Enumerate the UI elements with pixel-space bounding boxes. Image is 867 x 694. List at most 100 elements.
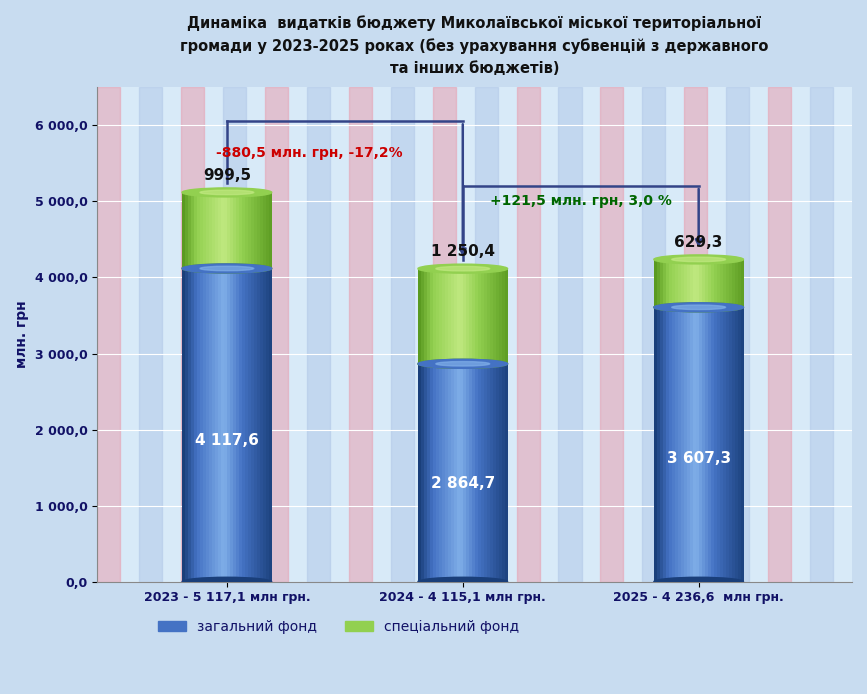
Bar	[714, 307, 717, 582]
Ellipse shape	[436, 266, 490, 271]
Bar	[469, 364, 472, 582]
Bar	[466, 269, 469, 364]
Ellipse shape	[654, 303, 744, 312]
Bar	[505, 269, 508, 364]
Bar	[740, 307, 744, 582]
Text: 629,3: 629,3	[675, 235, 723, 251]
Ellipse shape	[182, 188, 271, 197]
Bar	[206, 269, 209, 582]
Bar	[558, 87, 582, 582]
Bar	[687, 260, 690, 307]
Bar	[244, 269, 248, 582]
Ellipse shape	[654, 255, 744, 264]
Ellipse shape	[182, 264, 271, 273]
Bar	[687, 307, 690, 582]
Bar	[463, 364, 466, 582]
Text: -880,5 млн. грн, -17,2%: -880,5 млн. грн, -17,2%	[216, 146, 403, 160]
Bar	[269, 192, 272, 269]
Bar	[263, 269, 266, 582]
Bar	[418, 269, 421, 364]
Bar	[436, 364, 439, 582]
Bar	[230, 269, 233, 582]
Bar	[185, 192, 188, 269]
Bar	[265, 192, 269, 269]
Bar	[230, 192, 233, 269]
Ellipse shape	[418, 359, 507, 369]
Bar	[720, 307, 723, 582]
Bar	[421, 269, 424, 364]
Bar	[451, 269, 454, 364]
Bar	[668, 307, 672, 582]
Bar	[221, 269, 225, 582]
Bar	[223, 87, 246, 582]
Bar	[257, 192, 260, 269]
Bar	[472, 364, 475, 582]
Bar	[424, 364, 427, 582]
Bar	[678, 307, 681, 582]
Bar	[439, 364, 442, 582]
Bar	[457, 364, 460, 582]
Bar	[472, 269, 475, 364]
Bar	[391, 87, 414, 582]
Bar	[265, 269, 269, 582]
Bar	[233, 269, 236, 582]
Bar	[490, 364, 493, 582]
Bar	[654, 307, 657, 582]
Bar	[233, 192, 236, 269]
Ellipse shape	[200, 190, 254, 195]
Bar	[448, 364, 451, 582]
Bar	[242, 192, 245, 269]
Bar	[475, 364, 478, 582]
Bar	[740, 260, 744, 307]
Ellipse shape	[182, 264, 271, 273]
Bar	[445, 364, 448, 582]
Bar	[505, 364, 508, 582]
Bar	[251, 192, 254, 269]
Bar	[433, 269, 436, 364]
Bar	[672, 307, 675, 582]
Text: 3 607,3: 3 607,3	[667, 451, 731, 466]
Bar	[436, 269, 439, 364]
Bar	[684, 87, 707, 582]
Ellipse shape	[672, 305, 726, 310]
Bar	[695, 260, 699, 307]
Bar	[701, 307, 705, 582]
Bar	[236, 269, 239, 582]
Bar	[248, 192, 251, 269]
Ellipse shape	[436, 362, 490, 366]
Bar	[236, 192, 239, 269]
Ellipse shape	[672, 257, 726, 262]
Bar	[714, 260, 717, 307]
Bar	[97, 87, 121, 582]
Bar	[701, 260, 705, 307]
Bar	[433, 364, 436, 582]
Bar	[642, 87, 665, 582]
Bar	[705, 260, 707, 307]
Bar	[307, 87, 330, 582]
Bar	[457, 269, 460, 364]
Bar	[492, 364, 496, 582]
Bar	[257, 269, 260, 582]
Bar	[726, 307, 729, 582]
Bar	[672, 260, 675, 307]
Bar	[194, 269, 198, 582]
Bar	[260, 269, 263, 582]
Bar	[657, 307, 660, 582]
Bar	[660, 260, 663, 307]
Bar	[678, 260, 681, 307]
Bar	[717, 260, 720, 307]
Bar	[707, 307, 711, 582]
Bar	[728, 307, 732, 582]
Bar	[227, 192, 230, 269]
Bar	[460, 364, 463, 582]
Bar	[206, 192, 209, 269]
Bar	[727, 87, 749, 582]
Bar	[194, 192, 198, 269]
Ellipse shape	[182, 577, 271, 586]
Text: 4 117,6: 4 117,6	[195, 433, 259, 448]
Bar	[221, 192, 225, 269]
Bar	[200, 192, 203, 269]
Bar	[244, 192, 248, 269]
Bar	[722, 260, 726, 307]
Bar	[675, 307, 678, 582]
